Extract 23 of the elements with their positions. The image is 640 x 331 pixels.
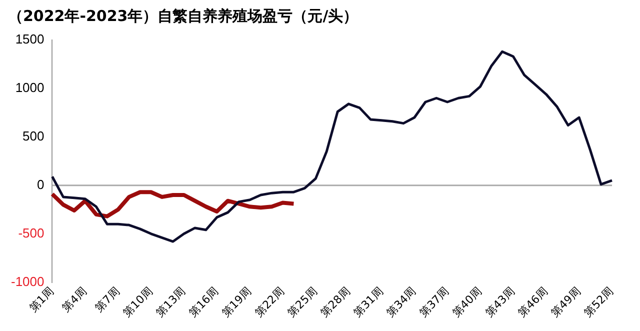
x-tick-label: 第31周 (351, 284, 386, 320)
x-tick-label: 第34周 (384, 284, 419, 320)
x-tick-label: 第4周 (60, 284, 90, 315)
chart-title: （2022年-2023年）自繁自养养殖场盈亏（元/头） (8, 6, 358, 25)
x-tick-label: 第40周 (450, 284, 484, 320)
x-tick-label: 第22周 (252, 284, 287, 320)
y-tick-label: -500 (18, 225, 44, 240)
x-tick-label: 第43周 (482, 284, 518, 320)
x-tick-label: 第49周 (548, 284, 584, 320)
y-tick-label: 0 (37, 176, 44, 192)
x-tick-label: 第16周 (186, 284, 222, 320)
x-tick-label: 第19周 (219, 284, 254, 320)
x-tick-label: 第52周 (581, 284, 616, 320)
x-tick-label: 第10周 (120, 284, 156, 320)
x-tick-label: 第13周 (153, 284, 188, 320)
x-tick-label: 第25周 (285, 284, 320, 320)
x-tick-label: 第7周 (92, 284, 122, 315)
x-tick-label: 第46周 (516, 284, 550, 320)
y-tick-label: 1000 (15, 80, 44, 96)
y-tick-label: 500 (22, 128, 44, 144)
y-tick-label: 1500 (15, 32, 44, 47)
x-tick-label: 第28周 (318, 284, 353, 320)
x-tick-label: 第37周 (416, 284, 452, 320)
